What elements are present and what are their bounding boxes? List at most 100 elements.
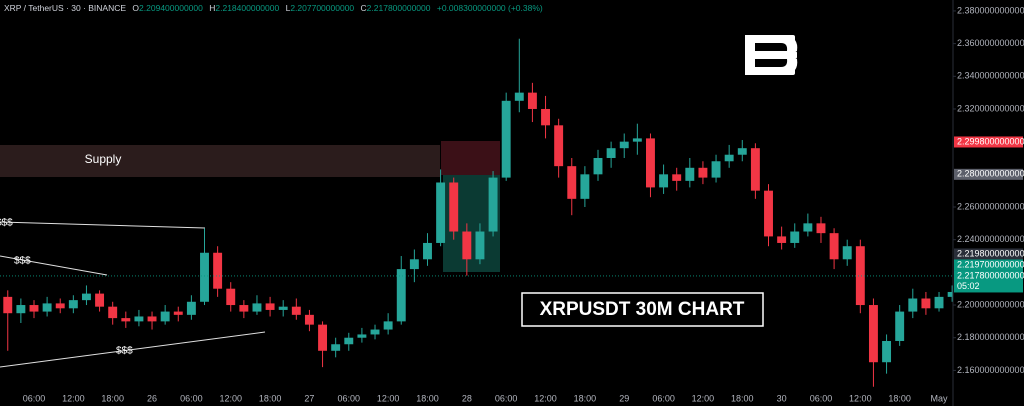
candle-body	[514, 92, 524, 101]
candle-body	[173, 311, 183, 315]
ohlc-value: 2.207700000000	[290, 3, 354, 13]
price-marker-label: 2.299800000000	[957, 136, 1024, 146]
candle-body	[29, 305, 39, 312]
candle-body	[527, 92, 537, 109]
candle-body	[593, 157, 603, 175]
symbol: XRP / TetherUS · 30 · BINANCE	[4, 3, 126, 13]
candle-body	[816, 223, 826, 234]
x-tick-label: 18:00	[416, 393, 439, 403]
candle-body	[554, 125, 564, 167]
candle-body	[449, 182, 459, 232]
candle-body	[68, 300, 78, 309]
trend-line	[0, 221, 206, 229]
x-tick-label: 18:00	[888, 393, 911, 403]
x-tick-label: May	[931, 393, 949, 403]
x-tick-label: 06:00	[810, 393, 833, 403]
x-tick-label: 06:00	[495, 393, 518, 403]
candle-body	[829, 233, 839, 260]
candle-body	[882, 340, 892, 363]
stop-zone	[441, 141, 500, 175]
x-tick-label: 06:00	[652, 393, 675, 403]
candle-body	[711, 161, 721, 178]
ohlc-key: O	[132, 3, 139, 13]
candle-body	[147, 316, 157, 322]
candle-body	[842, 246, 852, 260]
price-marker-label: 2.217800000000	[957, 270, 1024, 280]
candle-body	[488, 177, 498, 232]
ohlc-value: 2.209400000000	[139, 3, 203, 13]
y-tick-label: 2.240000000000	[957, 234, 1024, 244]
y-tick-label: 2.180000000000	[957, 332, 1024, 342]
candle-body	[737, 148, 747, 155]
y-tick-label: 2.360000000000	[957, 38, 1024, 48]
candle-body	[108, 306, 118, 319]
candle-body	[501, 100, 511, 178]
x-tick-label: 18:00	[101, 393, 124, 403]
candle-body	[370, 329, 380, 335]
price-marker-label: 2.219700000000	[957, 259, 1024, 269]
candle-body	[698, 167, 708, 178]
x-tick-label: 29	[619, 393, 629, 403]
price-marker	[954, 136, 1023, 148]
liquidity-label: $$$	[14, 256, 31, 267]
candle-body	[580, 174, 590, 199]
candle-body	[764, 190, 773, 237]
price-marker-label: 2.219800000000	[957, 248, 1024, 258]
candle-body	[186, 301, 196, 315]
candle-body	[55, 303, 65, 309]
y-tick-label: 2.320000000000	[957, 103, 1024, 113]
x-tick-label: 12:00	[849, 393, 872, 403]
candle-body	[908, 298, 918, 312]
candle-body	[318, 324, 328, 351]
zone-label: Supply	[85, 152, 122, 166]
candle-body	[672, 174, 682, 181]
price-marker	[954, 270, 1023, 293]
liquidity-label: $$$	[116, 346, 133, 357]
candle-body	[121, 318, 131, 322]
ohlc-value: 2.217800000000	[367, 3, 431, 13]
x-tick-label: 06:00	[338, 393, 361, 403]
candle-body	[134, 316, 144, 322]
x-tick-label: 12:00	[377, 393, 400, 403]
logo-part	[781, 35, 798, 75]
title-box	[521, 292, 764, 327]
logo	[745, 35, 798, 75]
candle-body	[462, 231, 472, 260]
ohlc-key: H	[209, 3, 215, 13]
x-tick-label: 27	[304, 393, 314, 403]
price-marker	[954, 259, 1023, 271]
candle-body	[659, 174, 669, 188]
x-tick-label: 12:00	[219, 393, 242, 403]
logo-part	[745, 51, 797, 59]
x-tick-label: 18:00	[259, 393, 282, 403]
candle-body	[436, 182, 446, 243]
countdown: 05:02	[957, 281, 980, 291]
price-axis-bg	[953, 0, 1024, 406]
candle-body	[724, 154, 734, 162]
candle-body	[868, 305, 878, 363]
candle-body	[383, 321, 393, 330]
candle-body	[947, 291, 957, 297]
ohlc-key: L	[286, 3, 291, 13]
candle-body	[790, 231, 800, 243]
x-tick-label: 18:00	[574, 393, 597, 403]
plot	[0, 38, 957, 387]
supply-zone	[0, 145, 440, 177]
candle-body	[291, 306, 301, 315]
candle-body	[475, 231, 485, 260]
candle-body	[213, 252, 223, 289]
candle-body	[646, 138, 655, 188]
candle-body	[921, 298, 931, 309]
candle-body	[409, 259, 419, 270]
candle-body	[423, 242, 432, 260]
x-tick-label: 12:00	[692, 393, 715, 403]
candle-body	[619, 141, 629, 149]
candle-body	[16, 305, 26, 314]
x-tick-label: 18:00	[731, 393, 754, 403]
y-tick-label: 2.260000000000	[957, 201, 1024, 211]
logo-part	[745, 35, 755, 75]
candle-body	[396, 269, 406, 322]
candle-body	[895, 311, 905, 341]
